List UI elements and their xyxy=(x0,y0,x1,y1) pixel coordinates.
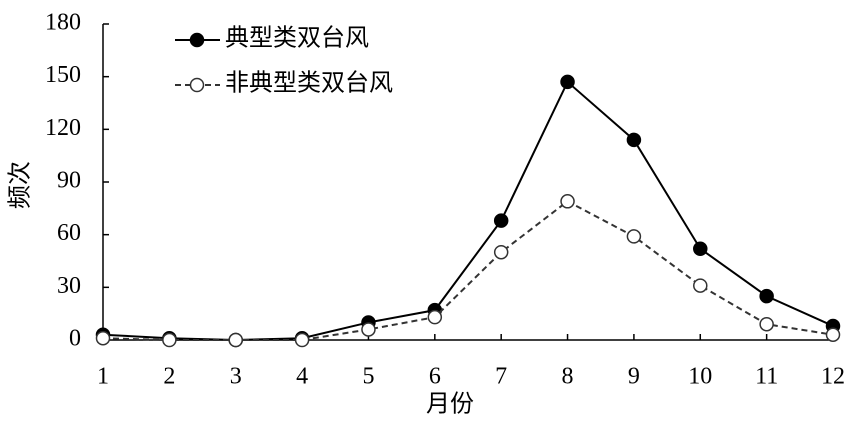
data-point xyxy=(693,241,708,256)
y-tick-label: 30 xyxy=(57,273,81,299)
series-line xyxy=(102,80,834,342)
x-tick-label: 12 xyxy=(821,364,845,390)
data-point xyxy=(693,278,708,293)
x-tick-label: 9 xyxy=(628,364,640,390)
y-tick-label: 60 xyxy=(57,220,81,246)
data-point xyxy=(361,322,376,337)
legend-label: 典型类双台风 xyxy=(225,25,369,52)
data-point xyxy=(560,74,575,90)
y-tick-label: 150 xyxy=(45,62,81,88)
y-tick-label: 180 xyxy=(45,10,81,36)
data-point xyxy=(427,309,443,325)
x-tick-label: 3 xyxy=(230,364,242,390)
data-point xyxy=(560,194,575,209)
x-tick-label: 8 xyxy=(562,364,574,390)
x-tick-label: 5 xyxy=(362,364,374,390)
data-point xyxy=(759,288,774,304)
x-tick-label: 1 xyxy=(97,364,109,390)
y-tick-label: 120 xyxy=(45,115,81,141)
data-point xyxy=(294,332,310,348)
x-tick-label: 4 xyxy=(296,364,308,390)
data-point xyxy=(228,332,243,348)
legend-label: 非典型类双台风 xyxy=(225,70,393,97)
x-tick-label: 2 xyxy=(163,364,175,390)
x-tick-label: 10 xyxy=(688,364,712,390)
x-tick-label: 11 xyxy=(755,364,778,390)
data-point xyxy=(626,229,642,244)
y-tick-label: 0 xyxy=(69,326,81,352)
legend-marker xyxy=(189,32,205,48)
data-point xyxy=(493,213,509,228)
data-point xyxy=(95,330,111,346)
x-tick-label: 6 xyxy=(429,364,441,390)
series-line xyxy=(102,200,834,341)
y-axis-label: 频次 xyxy=(7,161,34,209)
data-point xyxy=(493,244,509,260)
data-point xyxy=(759,316,774,332)
y-tick-label: 90 xyxy=(57,168,81,194)
data-point xyxy=(162,332,177,348)
legend-marker xyxy=(189,77,205,93)
x-axis-label: 月份 xyxy=(426,391,474,418)
data-point xyxy=(626,132,642,148)
data-point xyxy=(825,327,841,342)
x-tick-label: 7 xyxy=(495,364,507,390)
